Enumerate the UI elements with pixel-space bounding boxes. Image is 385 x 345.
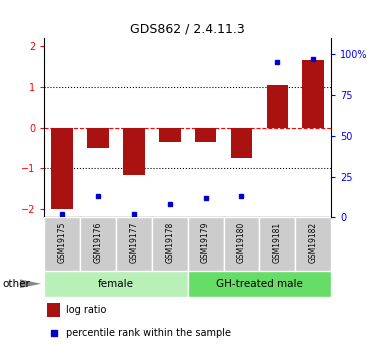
Bar [295, 217, 331, 271]
Text: GSM19181: GSM19181 [273, 221, 282, 263]
Text: GH-treated male: GH-treated male [216, 279, 303, 289]
Text: other: other [2, 279, 30, 289]
Bar [116, 217, 152, 271]
Text: GSM19178: GSM19178 [165, 221, 174, 263]
Bar [152, 217, 188, 271]
Bar [188, 217, 224, 271]
Bar [47, 303, 60, 317]
Bar [44, 217, 80, 271]
Bar [123, 128, 145, 175]
Bar [259, 217, 295, 271]
Text: GSM19175: GSM19175 [58, 221, 67, 263]
Bar [266, 85, 288, 128]
Text: female: female [98, 279, 134, 289]
Bar [44, 271, 188, 297]
Text: GSM19176: GSM19176 [94, 221, 102, 263]
Text: percentile rank within the sample: percentile rank within the sample [66, 328, 231, 338]
Bar [231, 128, 252, 158]
Polygon shape [20, 279, 41, 288]
Bar [303, 60, 324, 128]
Bar [80, 217, 116, 271]
Title: GDS862 / 2.4.11.3: GDS862 / 2.4.11.3 [130, 22, 245, 36]
Bar [195, 128, 216, 142]
Text: GSM19177: GSM19177 [129, 221, 139, 263]
Bar [224, 217, 259, 271]
Text: GSM19182: GSM19182 [309, 221, 318, 263]
Bar [87, 128, 109, 148]
Text: GSM19180: GSM19180 [237, 221, 246, 263]
Bar [159, 128, 181, 142]
Bar [188, 271, 331, 297]
Text: log ratio: log ratio [66, 305, 106, 315]
Bar [52, 128, 73, 209]
Text: GSM19179: GSM19179 [201, 221, 210, 263]
